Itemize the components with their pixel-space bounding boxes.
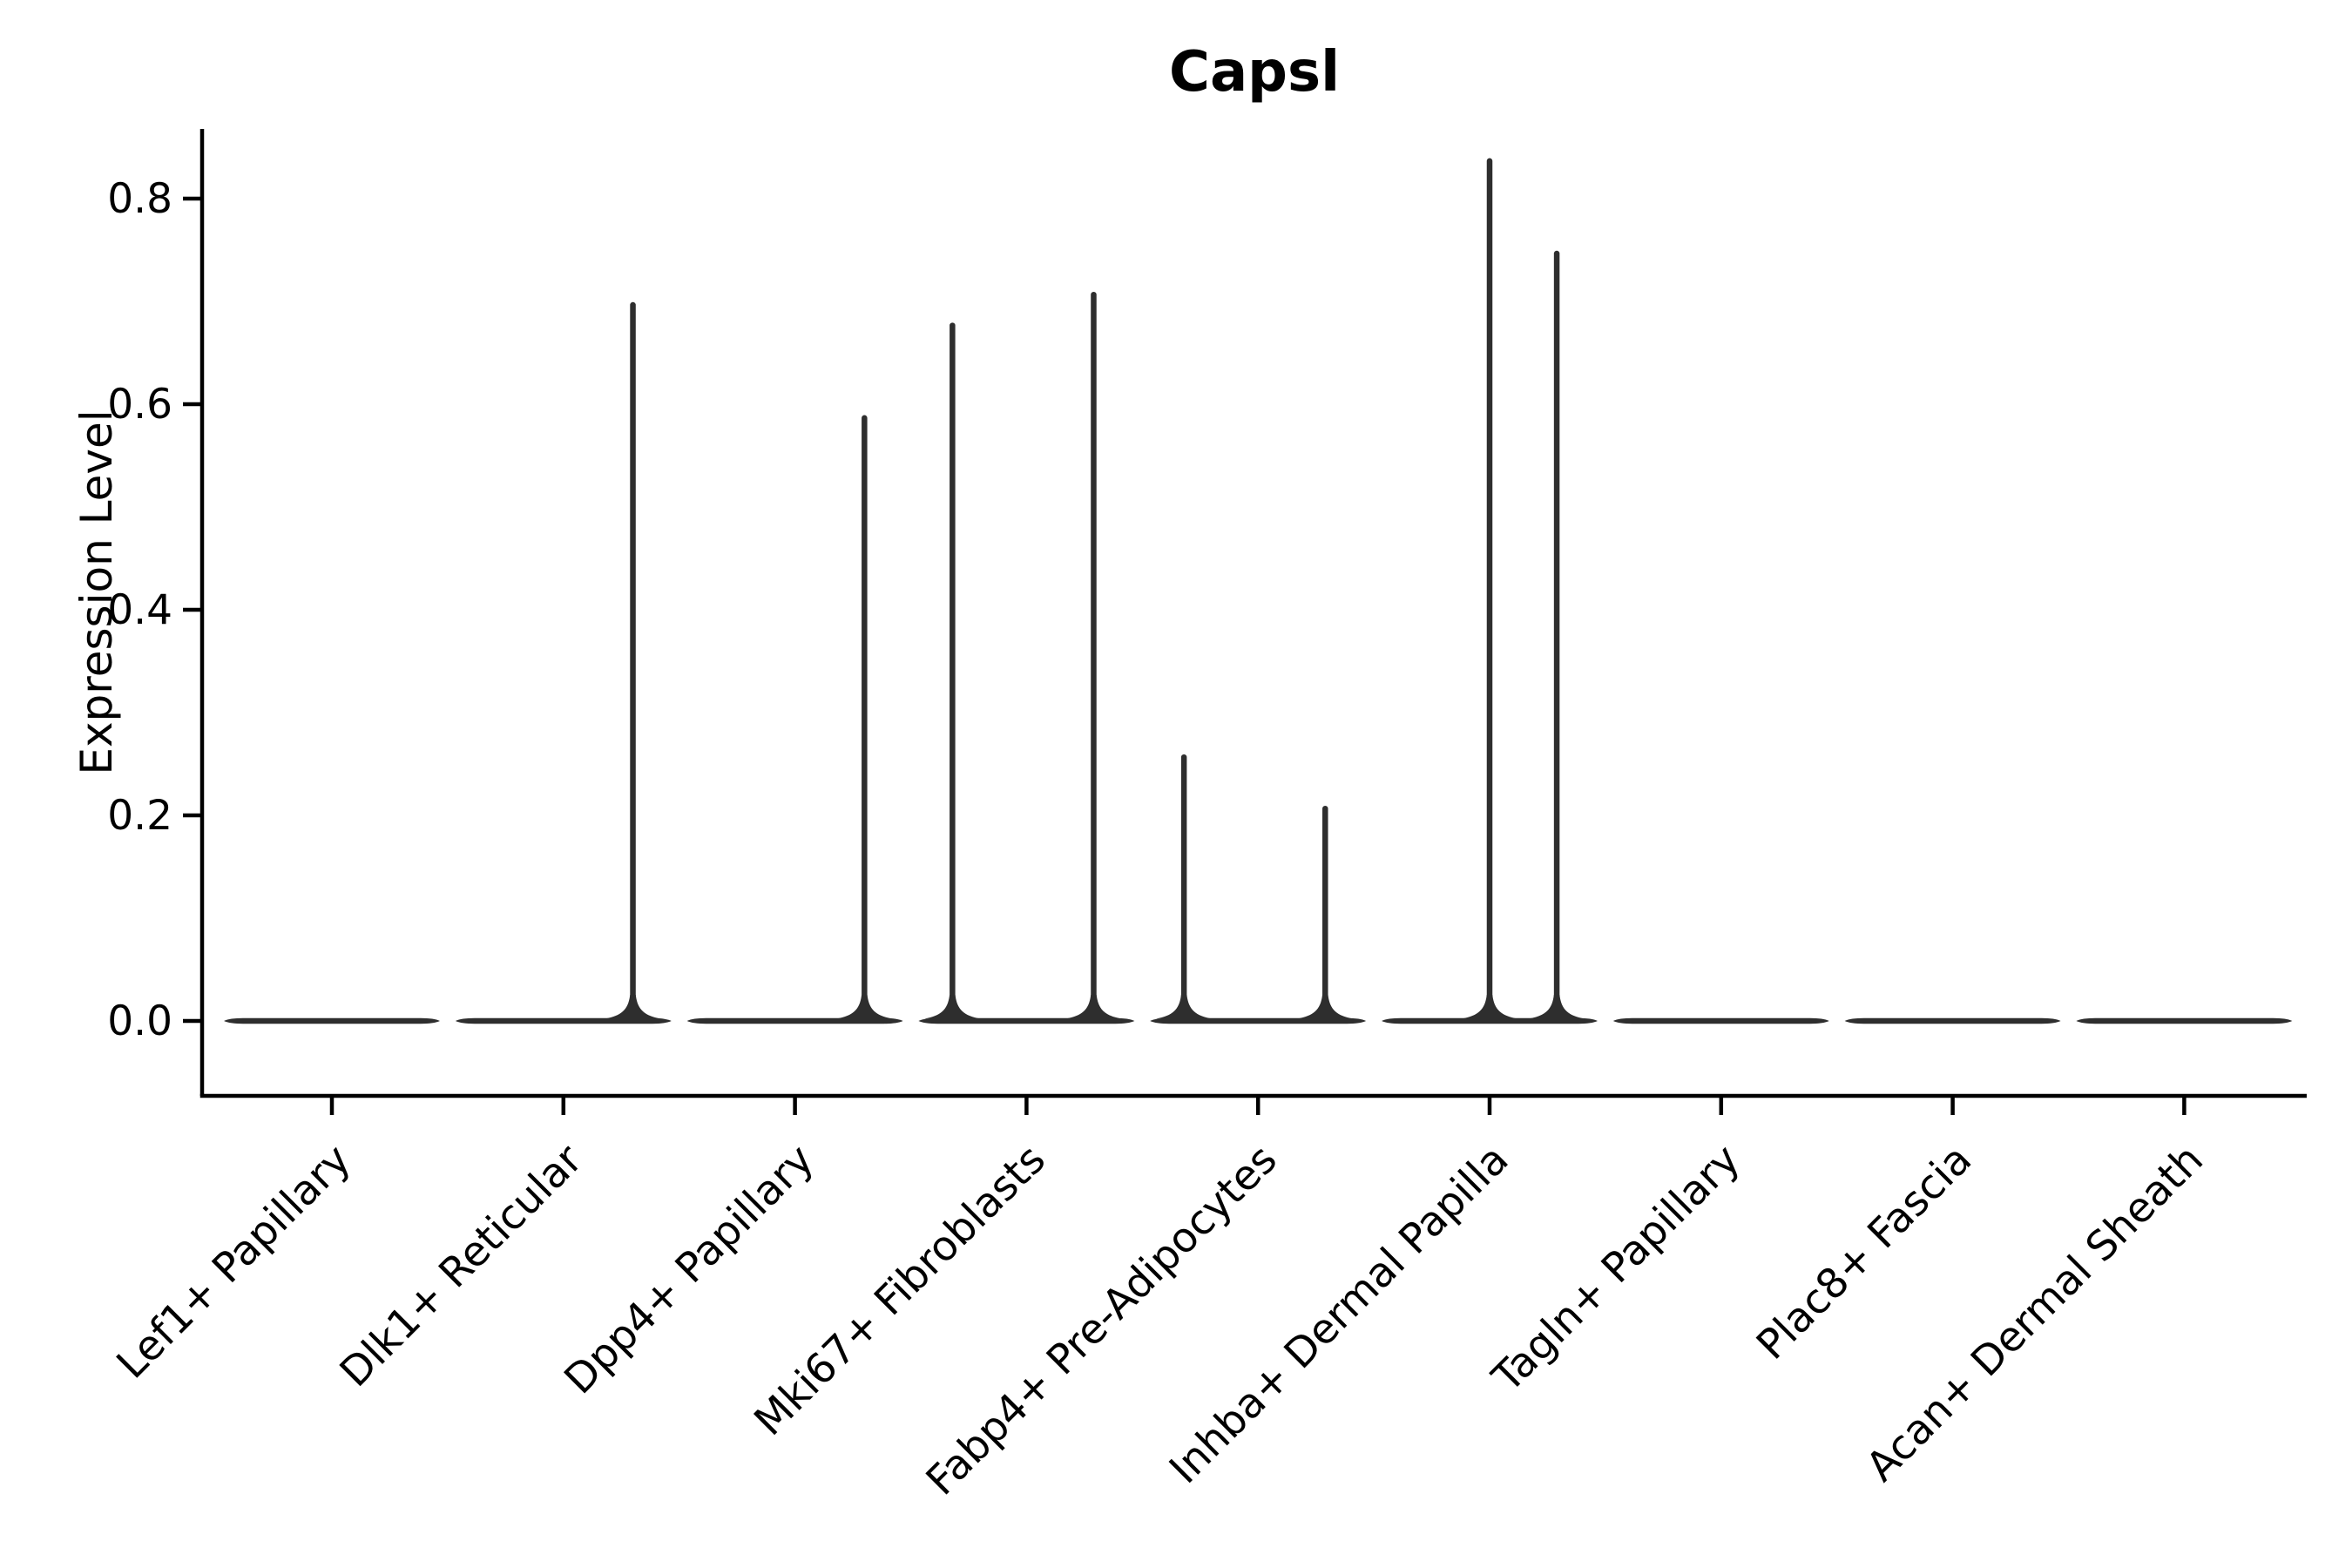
violin-spike-base: [1529, 995, 1585, 1019]
violin: [1612, 1017, 1829, 1024]
violin: [2076, 1017, 2293, 1024]
violin: [1150, 754, 1367, 1024]
y-tick-label: 0.4: [107, 586, 172, 634]
violin-spike-base: [836, 995, 893, 1019]
y-tick-label: 0.0: [107, 997, 172, 1045]
violin-spike-base: [1065, 995, 1122, 1019]
x-category-label: Lef1+ Papillary: [108, 1136, 361, 1389]
violin-zero-body: [224, 1017, 440, 1024]
x-category-label: Tagln+ Papillary: [1483, 1136, 1749, 1402]
violin-spike-base: [1462, 995, 1517, 1019]
y-axis-ticks: 0.0 0.2 0.4 0.6 0.8: [107, 175, 202, 1045]
violin: [1382, 158, 1598, 1024]
violin-zero-body: [918, 1017, 1135, 1024]
violins: [224, 158, 2293, 1024]
y-tick-label: 0.6: [107, 381, 172, 429]
axes: [199, 129, 2307, 1098]
violin-zero-body: [686, 1017, 903, 1024]
violin: [918, 291, 1135, 1024]
violin-spike-base: [605, 995, 661, 1019]
violin: [686, 415, 903, 1024]
x-category-label: Dlk1+ Reticular: [331, 1135, 592, 1396]
y-axis-label: Expression Level: [71, 409, 122, 774]
y-tick-label: 0.2: [107, 792, 172, 840]
x-category-label: Dpp4+ Papillary: [555, 1136, 823, 1404]
violin-zero-body: [1382, 1017, 1598, 1024]
violin-spike-base: [1156, 995, 1213, 1019]
violin-zero-body: [455, 1017, 672, 1024]
violin-zero-body: [2076, 1017, 2293, 1024]
violin-spike-base: [1297, 995, 1354, 1019]
x-category-label: Plac8+ Fascia: [1747, 1136, 1981, 1369]
violin-zero-body: [1612, 1017, 1829, 1024]
violin-zero-body: [1844, 1017, 2061, 1024]
violin-zero-body: [1150, 1017, 1367, 1024]
y-tick-label: 0.8: [107, 175, 172, 223]
chart-title: Capsl: [1169, 40, 1340, 105]
violin-spike-base: [924, 995, 981, 1019]
violin: [455, 301, 672, 1024]
violin: [1844, 1017, 2061, 1024]
violin: [224, 1017, 440, 1024]
